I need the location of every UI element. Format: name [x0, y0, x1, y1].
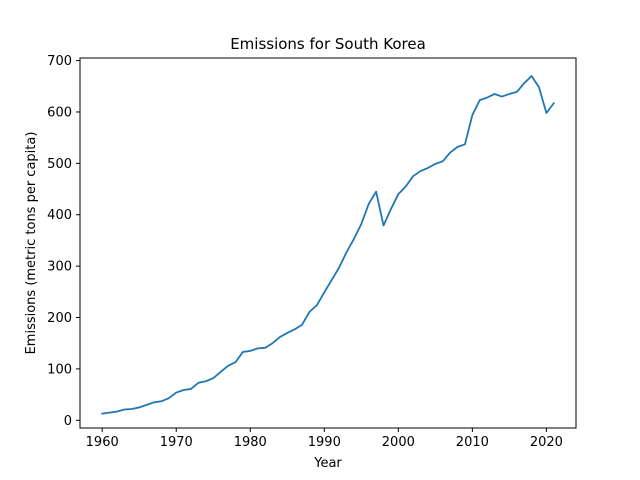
series-line	[101, 75, 556, 415]
x-tick-label: 1960	[86, 435, 119, 450]
y-axis-ticks: 0 100 200 300 400 500 600 700	[47, 54, 80, 429]
chart-title: Emissions for South Korea	[230, 35, 426, 53]
y-tick-label: 400	[47, 208, 72, 223]
y-tick-label: 700	[47, 54, 72, 69]
y-tick-label: 600	[47, 105, 72, 120]
x-tick-label: 1970	[160, 435, 193, 450]
y-tick-label: 200	[47, 311, 72, 326]
y-tick-label: 0	[64, 414, 72, 429]
y-tick-label: 100	[47, 362, 72, 377]
y-tick-label: 500	[47, 157, 72, 172]
x-tick-label: 1990	[308, 435, 341, 450]
series-layer	[101, 75, 556, 415]
x-axis-label: Year	[313, 456, 342, 471]
x-axis-ticks: 1960 1970 1980 1990 2000 2010 2020	[86, 428, 563, 450]
x-tick-label: 2010	[456, 435, 489, 450]
x-tick-label: 2000	[382, 435, 415, 450]
y-axis-label: Emissions (metric tons per capita)	[24, 132, 39, 355]
x-tick-label: 1980	[234, 435, 267, 450]
x-tick-label: 2020	[530, 435, 563, 450]
y-tick-label: 300	[47, 260, 72, 275]
plot-frame	[79, 57, 577, 429]
